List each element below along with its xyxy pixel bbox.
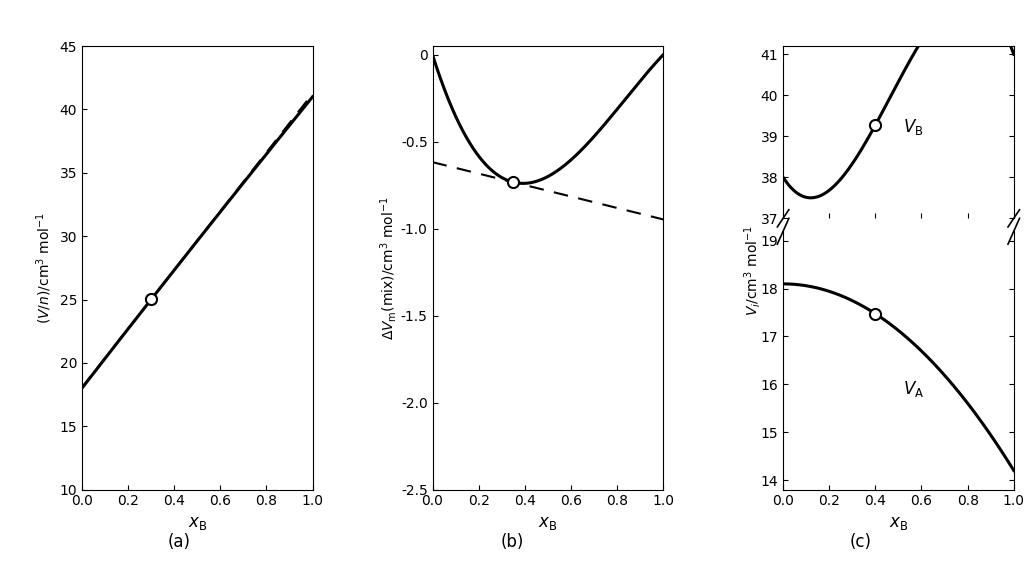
X-axis label: $x_\mathrm{B}$: $x_\mathrm{B}$ [539,514,557,532]
Text: $V_\mathrm{B}$: $V_\mathrm{B}$ [903,117,924,137]
Text: $V_i$/cm$^3$ mol$^{-1}$: $V_i$/cm$^3$ mol$^{-1}$ [742,225,763,316]
Y-axis label: $(V/n)$/cm$^3$ mol$^{-1}$: $(V/n)$/cm$^3$ mol$^{-1}$ [34,212,54,324]
Text: (b): (b) [501,533,523,551]
X-axis label: $x_\mathrm{B}$: $x_\mathrm{B}$ [889,514,908,532]
Y-axis label: $\Delta V_\mathrm{m}$(mix)/cm$^3$ mol$^{-1}$: $\Delta V_\mathrm{m}$(mix)/cm$^3$ mol$^{… [379,196,399,340]
Text: $V_\mathrm{A}$: $V_\mathrm{A}$ [903,379,925,399]
X-axis label: $x_\mathrm{B}$: $x_\mathrm{B}$ [187,514,207,532]
Text: (a): (a) [168,533,190,551]
Text: (c): (c) [849,533,871,551]
